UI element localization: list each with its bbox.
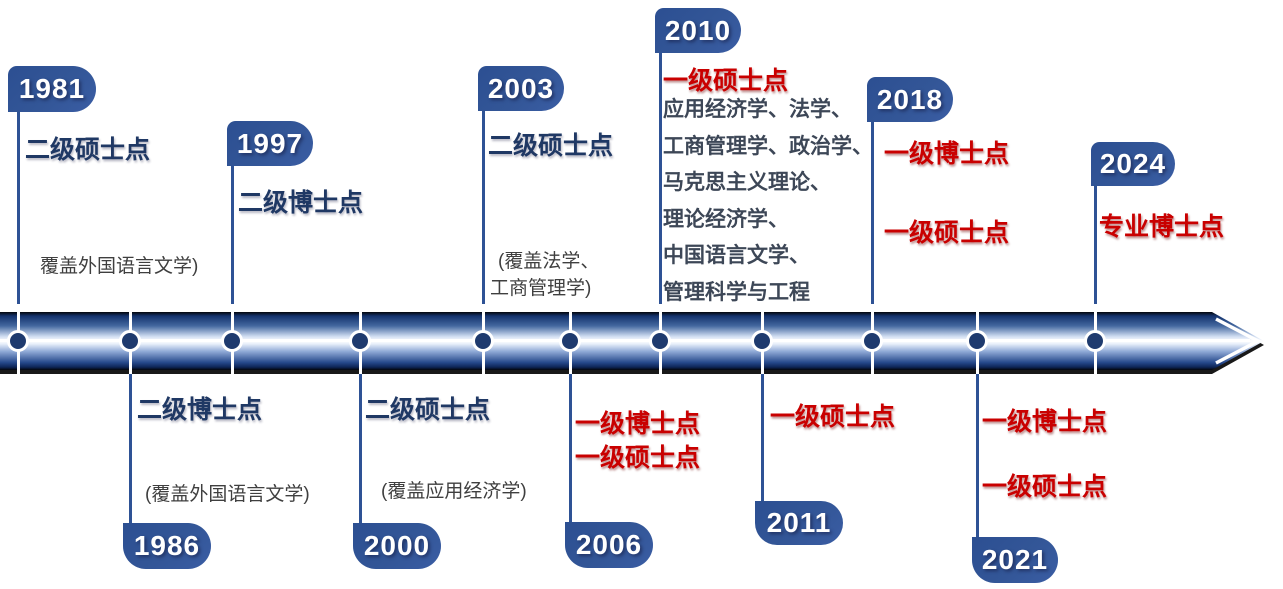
event-label: 一级硕士点 — [663, 67, 789, 95]
timeline-dot — [861, 330, 883, 352]
detail-line: 工商管理学、政治学、 — [663, 134, 873, 158]
event-label: 二级硕士点 — [488, 132, 614, 160]
detail-line: 马克思主义理论、 — [663, 171, 831, 194]
event-note: 覆盖外国语言文学) — [40, 256, 199, 277]
event-label: 一级博士点 — [982, 408, 1108, 436]
connector-line — [16, 110, 20, 312]
arrow-chevron-icon — [1215, 317, 1262, 365]
connector-line — [760, 370, 764, 503]
connector-line — [658, 51, 662, 312]
event-note: (覆盖外国语言文学) — [145, 484, 310, 505]
timeline-dot — [7, 330, 29, 352]
event-label: 二级硕士点 — [365, 396, 491, 424]
connector-line — [230, 164, 234, 312]
timeline-center-line — [0, 339, 1250, 342]
event-label: 二级博士点 — [137, 396, 263, 424]
year-badge-2006: 2006 — [565, 522, 653, 568]
timeline-dot — [649, 330, 671, 352]
connector-line — [568, 370, 572, 524]
year-badge-1997: 1997 — [227, 121, 313, 166]
event-note-line: (覆盖法学、 — [498, 251, 600, 272]
year-badge-2011: 2011 — [755, 501, 843, 545]
year-badge-2024: 2024 — [1091, 142, 1175, 186]
connector-line — [975, 370, 979, 539]
year-badge-1981: 1981 — [8, 66, 96, 112]
year-badge-2021: 2021 — [972, 537, 1058, 583]
timeline-dot — [221, 330, 243, 352]
timeline-dot — [966, 330, 988, 352]
detail-line: 管理科学与工程 — [663, 280, 810, 304]
connector-line — [1093, 184, 1097, 312]
connector-line — [870, 120, 874, 312]
event-label: 一级硕士点 — [770, 403, 896, 431]
timeline-dot — [472, 330, 494, 352]
timeline-dot — [119, 330, 141, 352]
connector-line — [358, 370, 362, 525]
event-detail-list: 应用经济学、法学、 工商管理学、政治学、 马克思主义理论、 理论经济学、 中国语… — [663, 92, 873, 311]
event-label: 专业博士点 — [1099, 213, 1225, 241]
year-badge-2000: 2000 — [353, 523, 441, 569]
detail-line: 理论经济学、 — [663, 207, 789, 231]
timeline-dot — [1084, 330, 1106, 352]
event-label: 二级硕士点 — [25, 136, 151, 164]
event-label: 一级硕士点 — [982, 473, 1108, 501]
year-badge-1986: 1986 — [123, 523, 211, 569]
year-badge-2018: 2018 — [867, 77, 953, 122]
year-badge-2003: 2003 — [478, 66, 564, 111]
event-label: 二级博士点 — [238, 189, 364, 217]
connector-line — [128, 370, 132, 525]
event-label: 一级博士点 — [884, 140, 1010, 168]
detail-line: 应用经济学、法学、 — [663, 98, 852, 121]
event-note-line: 工商管理学) — [490, 278, 592, 299]
timeline-dot — [559, 330, 581, 352]
timeline-dot — [349, 330, 371, 352]
year-badge-2010: 2010 — [655, 8, 741, 53]
timeline-dot — [751, 330, 773, 352]
detail-line: 中国语言文学、 — [663, 244, 810, 267]
event-label: 一级硕士点 — [575, 444, 701, 472]
connector-line — [481, 109, 485, 312]
event-note: (覆盖应用经济学) — [381, 481, 527, 502]
event-label: 一级博士点 — [575, 410, 701, 438]
event-label: 一级硕士点 — [884, 219, 1010, 247]
